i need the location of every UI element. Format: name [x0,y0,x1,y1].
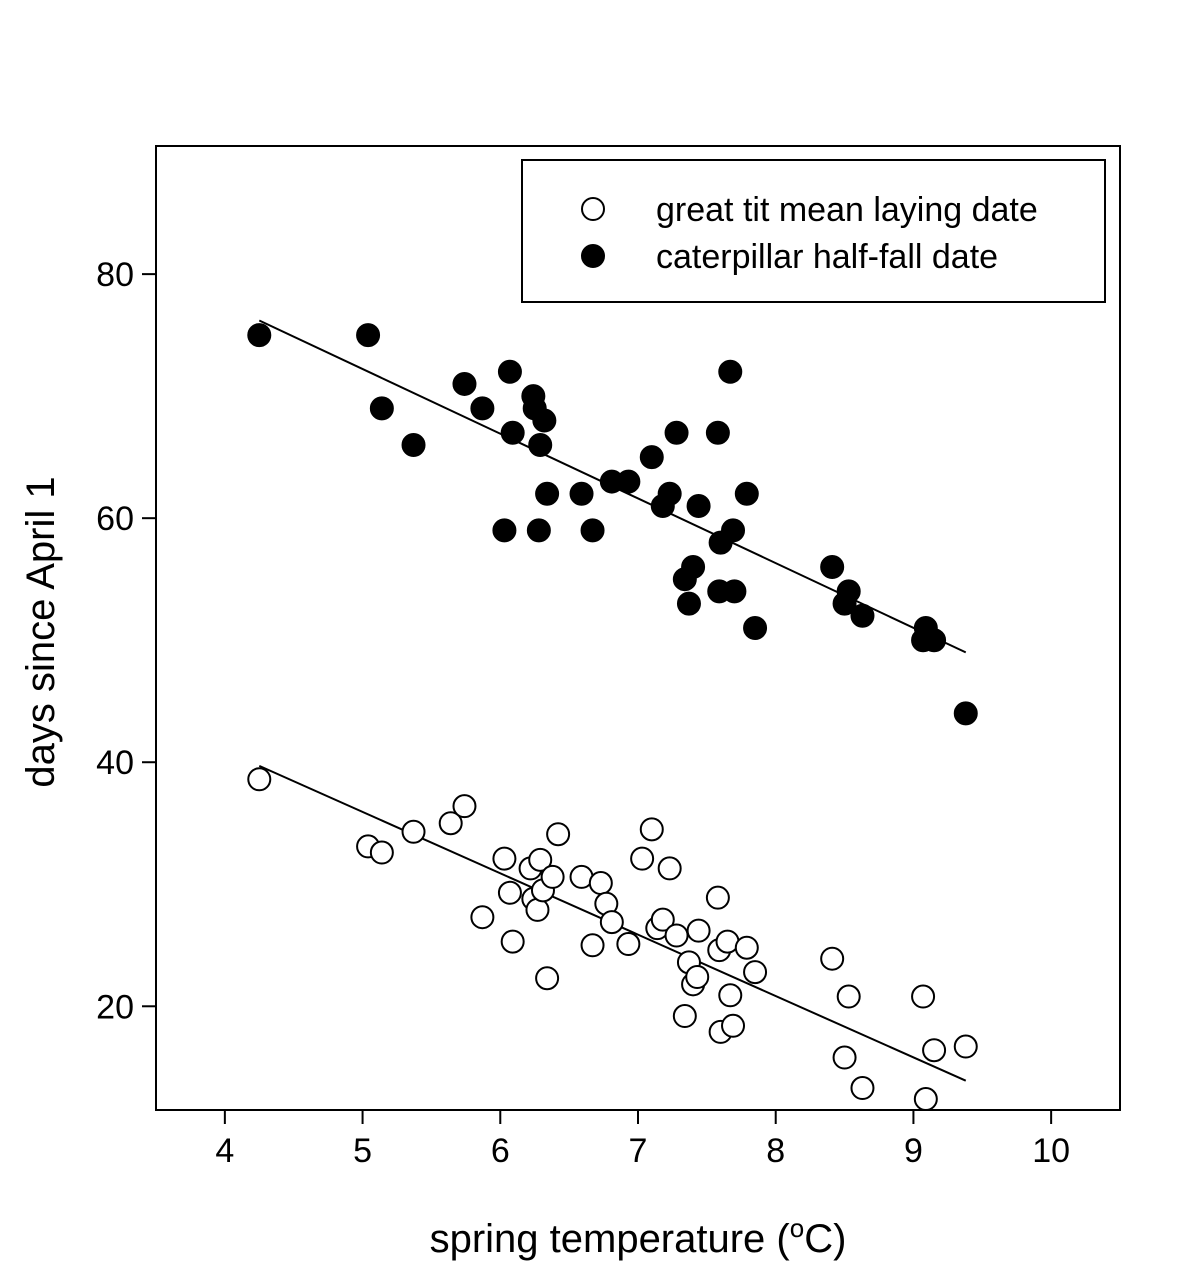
legend-label-caterpillar: caterpillar half-fall date [656,238,998,276]
point-great-tit [588,871,613,896]
point-great-tit [500,929,525,954]
point-caterpillar [734,481,759,506]
point-great-tit [639,817,664,842]
point-caterpillar [953,701,978,726]
point-caterpillar [452,371,477,396]
point-great-tit [911,984,936,1009]
point-caterpillar [532,408,557,433]
point-caterpillar [526,518,551,543]
point-great-tit [546,822,571,847]
point-caterpillar [722,579,747,604]
point-great-tit [734,935,759,960]
legend-label-great-tit: great tit mean laying date [656,191,1038,229]
point-caterpillar [369,396,394,421]
x-tick-label: 5 [353,1132,372,1170]
point-great-tit [705,885,730,910]
point-great-tit [685,964,710,989]
point-caterpillar [657,481,682,506]
point-caterpillar [528,432,553,457]
point-caterpillar [535,481,560,506]
point-great-tit [664,923,689,948]
point-great-tit [743,960,768,985]
y-tick-label: 60 [96,500,134,538]
x-tick-label: 10 [1032,1132,1070,1170]
x-tick-label: 9 [904,1132,923,1170]
point-great-tit [718,983,743,1008]
y-tick-label: 40 [96,744,134,782]
y-axis: 20 40 60 80 [96,256,156,1026]
point-great-tit [836,984,861,1009]
point-great-tit [369,840,394,865]
point-caterpillar [401,432,426,457]
point-great-tit [580,933,605,958]
point-caterpillar [247,323,272,348]
y-tick-label: 20 [96,988,134,1026]
data-points [247,323,978,1112]
point-great-tit [540,864,565,889]
x-axis: 4 5 6 7 8 9 10 [215,1110,1070,1170]
point-caterpillar [569,481,594,506]
point-caterpillar [686,493,711,518]
point-great-tit [922,1038,947,1063]
point-caterpillar [836,579,861,604]
point-great-tit [832,1045,857,1070]
point-great-tit [672,1004,697,1029]
y-tick-label: 80 [96,256,134,294]
x-axis-label-unit: C) [804,1217,846,1261]
x-tick-label: 6 [491,1132,510,1170]
point-great-tit [525,897,550,922]
x-axis-label: spring temperature (oC) [430,1213,847,1261]
point-great-tit [470,905,495,930]
y-axis-label: days since April 1 [19,476,63,787]
point-great-tit [247,767,272,792]
x-axis-label-main: spring temperature ( [430,1217,791,1261]
point-great-tit [401,819,426,844]
trend-lines [258,319,967,1082]
point-great-tit [650,907,675,932]
point-great-tit [721,1013,746,1038]
point-caterpillar [580,518,605,543]
point-caterpillar [664,420,689,445]
x-tick-label: 8 [766,1132,785,1170]
legend: great tit mean laying date caterpillar h… [521,159,1106,303]
point-caterpillar [718,359,743,384]
point-great-tit [686,918,711,943]
point-caterpillar [616,469,641,494]
legend-marker-filled [581,244,605,268]
point-caterpillar [500,420,525,445]
point-great-tit [438,811,463,836]
point-great-tit [528,847,553,872]
point-caterpillar [743,616,768,640]
point-caterpillar [721,518,746,543]
point-caterpillar [850,603,875,628]
point-caterpillar [470,396,495,421]
x-tick-label: 7 [629,1132,648,1170]
legend-box [521,159,1106,303]
point-caterpillar [356,323,381,348]
point-caterpillar [705,420,730,445]
legend-marker-open [581,197,605,221]
point-caterpillar [497,359,522,384]
point-great-tit [452,794,477,819]
point-great-tit [913,1087,938,1112]
point-great-tit [497,880,522,905]
point-great-tit [657,856,682,881]
point-great-tit [953,1034,978,1059]
point-caterpillar [681,554,706,579]
point-great-tit [616,932,641,957]
point-great-tit [535,966,560,991]
point-caterpillar [820,554,845,579]
point-great-tit [492,846,517,871]
x-tick-label: 4 [215,1132,234,1170]
point-great-tit [599,910,624,935]
point-caterpillar [639,445,664,470]
point-great-tit [850,1076,875,1101]
point-caterpillar [676,591,701,616]
point-great-tit [820,946,845,971]
x-axis-label-sup: o [790,1213,804,1243]
point-great-tit [630,846,655,871]
point-caterpillar [922,628,947,653]
point-caterpillar [492,518,517,543]
